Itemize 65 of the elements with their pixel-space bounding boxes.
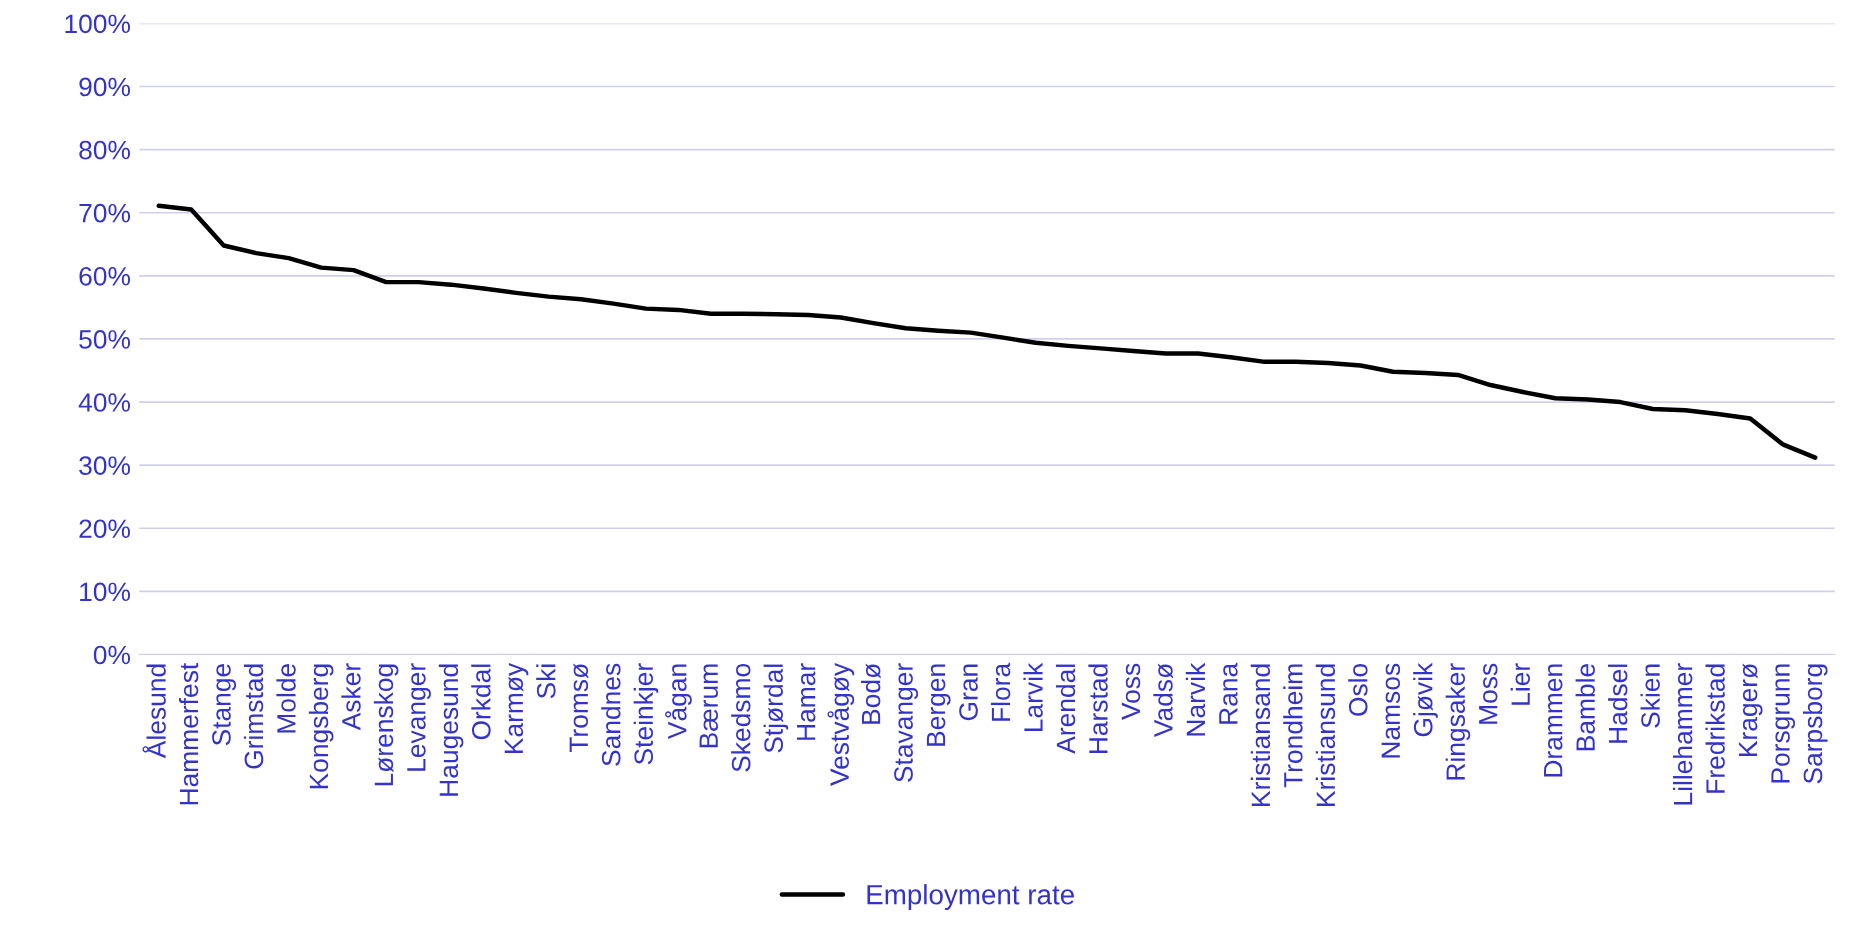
y-tick-label: 60% <box>79 266 130 286</box>
x-tick-label: Trondheim <box>1283 664 1303 788</box>
x-tick-label: Kragerø <box>1738 663 1763 756</box>
x-tick-label: Sandnes <box>601 663 621 766</box>
x-tick-label: Flora <box>990 662 1011 721</box>
x-tick-label: Bergen <box>926 664 951 746</box>
x-tick-label: Hadsel <box>1608 664 1628 743</box>
x-tick-label: Orkdal <box>471 664 491 740</box>
x-tick-label: Moss <box>1479 663 1498 724</box>
x-tick-label: Vågan <box>665 664 692 740</box>
x-tick-label: Bærum <box>699 664 718 748</box>
x-tick-label: Sarpsborg <box>1802 664 1828 784</box>
line-series <box>156 203 1818 460</box>
x-tick-label: Bodø <box>861 663 881 724</box>
x-tick-label: Skedsmo <box>731 663 751 772</box>
x-tick-label: Hammerfest <box>178 663 199 805</box>
y-tick-label: 20% <box>79 519 130 539</box>
y-tick-label: 70% <box>79 203 130 223</box>
x-tick-label: Ringsaker <box>1445 663 1471 780</box>
y-tick-label: 30% <box>79 456 130 475</box>
x-tick-label: Levanger <box>407 663 431 771</box>
x-tick-label: Oslo <box>1348 663 1368 716</box>
y-tick-label: 90% <box>79 77 130 97</box>
x-tick-label: Narvik <box>1185 662 1206 736</box>
x-tick-label: Drammen <box>1544 664 1563 777</box>
x-tick-label: Voss <box>1121 663 1141 720</box>
x-tick-label: Karmøy <box>504 662 529 754</box>
x-tick-label: Tromsø <box>569 663 589 753</box>
y-tick-label: 50% <box>79 330 130 349</box>
x-tick-label: Lørenskog <box>373 664 399 786</box>
x-tick-label: Steinkjer <box>633 663 659 765</box>
x-tick-label: Kristiansund <box>1315 664 1336 806</box>
y-tick-label: 0% <box>93 645 130 665</box>
x-tick-label: Skien <box>1640 664 1660 728</box>
legend-label: Employment rate <box>867 884 1074 910</box>
x-tick-label: Lillehammer <box>1673 663 1693 805</box>
x-tick-label: Stjørdal <box>763 664 789 753</box>
x-tick-label: Rana <box>1219 662 1238 724</box>
x-tick-label: Kongsberg <box>308 664 334 789</box>
y-tick-label: 80% <box>79 140 130 160</box>
x-tick-label: Kristiansand <box>1250 664 1271 806</box>
x-tick-label: Molde <box>276 664 296 733</box>
x-tick-label: Ski <box>536 664 556 699</box>
x-tick-label: Vestvågøy <box>827 662 855 786</box>
y-tick-label: 40% <box>78 393 130 412</box>
x-tick-label: Fredrikstad <box>1705 664 1725 793</box>
x-tick-label: Gjøvik <box>1413 662 1438 737</box>
x-tick-label: Bamble <box>1575 664 1595 751</box>
y-tick-label: 10% <box>80 582 130 602</box>
x-tick-label: Stange <box>212 664 237 746</box>
x-tick-label: Namsos <box>1381 663 1401 758</box>
x-tick-label: Hamar <box>797 663 816 740</box>
x-tick-label: Vadsø <box>1153 663 1173 738</box>
x-tick-label: Haugesund <box>438 664 464 796</box>
x-tick-label: Ålesund <box>142 664 166 759</box>
x-tick-label: Gran <box>959 664 978 721</box>
x-tick-label: Larvik <box>1023 662 1043 732</box>
x-tick-label: Lier <box>1510 663 1530 705</box>
x-tick-label: Harstad <box>1088 664 1108 754</box>
x-tick-label: Arendal <box>1055 664 1076 754</box>
x-tick-label: Asker <box>341 663 361 731</box>
x-tick-label: Stavanger <box>894 663 919 782</box>
y-tick-label: 100% <box>65 14 131 34</box>
x-tick-label: Grimstad <box>243 664 264 769</box>
x-tick-label: Porsgrunn <box>1771 664 1796 783</box>
